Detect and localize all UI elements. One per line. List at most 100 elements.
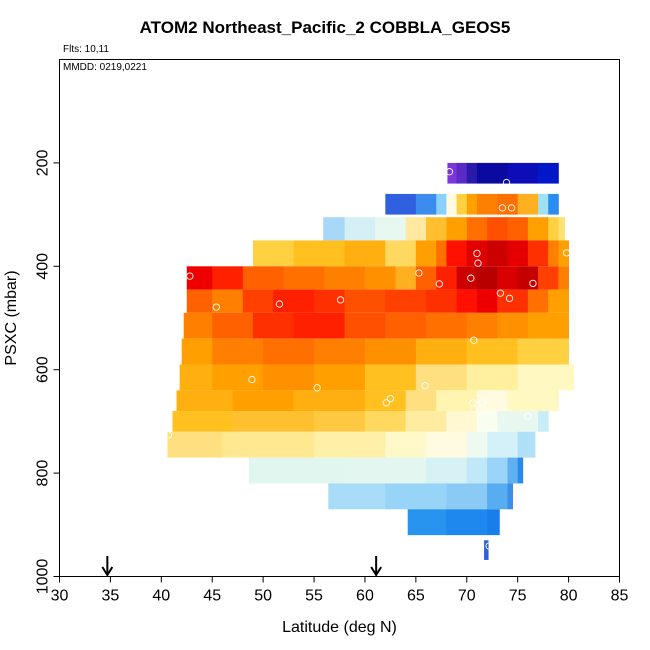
heatmap-cell	[436, 266, 457, 290]
heatmap-cell	[242, 289, 274, 313]
sample-circle	[524, 412, 532, 420]
chart-title: ATOM2 Northeast_Pacific_2 COBBLA_GEOS5	[139, 18, 511, 37]
heatmap-cell	[456, 162, 468, 184]
heatmap-cell	[405, 411, 447, 432]
heatmap-cell	[415, 240, 437, 267]
sample-circle	[382, 399, 390, 407]
y-axis-title: PSXC (mbar)	[3, 270, 20, 365]
heatmap-cell	[517, 193, 539, 215]
heatmap-cell	[314, 364, 366, 391]
heatmap-cell	[426, 312, 468, 339]
heatmap-cell	[395, 266, 417, 290]
heatmap-cell	[517, 364, 575, 391]
sample-circle	[554, 184, 563, 192]
heatmap-cell	[344, 312, 386, 339]
heatmap-cell	[212, 338, 264, 365]
heatmap-cell	[466, 364, 519, 391]
x-axis: 30 35 40 45 50 55 60 65 70 75 80 85	[51, 576, 629, 605]
x-tick-label: 85	[611, 588, 629, 605]
heatmap-cell	[263, 338, 315, 365]
heatmap-cell	[415, 266, 437, 290]
heatmap-cell	[466, 457, 488, 484]
flight-arrows	[101, 556, 383, 577]
sample-circle	[415, 269, 423, 277]
heatmap-cell	[507, 390, 559, 412]
sample-circle	[470, 405, 478, 413]
heatmap-cell	[466, 193, 478, 215]
heatmap-cell	[538, 193, 549, 215]
sample-circle	[445, 168, 454, 176]
sample-circle	[470, 336, 478, 344]
heatmap-cell	[456, 289, 478, 313]
heatmap-cell	[314, 431, 386, 458]
heatmap-cell	[466, 162, 478, 184]
heatmap-cell	[476, 266, 498, 290]
heatmap-cell	[385, 431, 427, 458]
x-tick-label: 30	[51, 588, 69, 605]
heatmap-cell	[212, 266, 244, 290]
heatmap-cell	[212, 312, 254, 339]
heatmap-cell	[436, 390, 478, 412]
heatmap-cell	[517, 338, 569, 365]
heatmap-cell	[507, 217, 529, 241]
x-tick-label: 45	[203, 588, 221, 605]
sample-circle	[421, 382, 429, 390]
sample-circle	[502, 178, 511, 187]
heatmap-cell	[538, 162, 559, 184]
heatmap-cell	[186, 289, 213, 313]
heatmap-cell	[487, 217, 508, 241]
heatmap-cell	[248, 457, 345, 484]
heatmap-cell	[385, 483, 447, 510]
y-tick-label: 1000	[35, 559, 52, 595]
x-tick-label: 65	[407, 588, 425, 605]
sample-circle	[474, 259, 482, 267]
heatmap-cell	[344, 217, 376, 241]
sample-circle	[275, 300, 284, 308]
x-tick-label: 80	[560, 588, 578, 605]
heatmap-cell	[364, 411, 407, 432]
heatmap-cell	[476, 289, 498, 313]
heatmap-cell	[364, 390, 407, 412]
heatmap-cell	[446, 509, 488, 536]
heatmap-cell	[283, 266, 325, 290]
plot-frame	[59, 59, 620, 577]
heatmap-cell	[407, 509, 447, 536]
heatmap-cell	[446, 483, 488, 510]
heatmap-cell	[232, 411, 315, 432]
heatmap-cell	[181, 338, 213, 365]
sample-circle	[473, 249, 481, 258]
heatmap-cell	[263, 364, 315, 391]
heatmap-cell	[293, 390, 366, 412]
y-tick-label: 600	[35, 356, 52, 383]
heatmap-cell	[179, 364, 213, 391]
sample-circle	[529, 279, 537, 288]
heatmap-cell	[476, 193, 498, 215]
heatmap-cell	[364, 266, 396, 290]
heatmap-cell	[487, 509, 500, 536]
heatmap-cell	[426, 457, 468, 484]
heatmap-cell	[436, 240, 447, 267]
heatmap-cell	[527, 312, 569, 339]
heatmap-cell	[558, 217, 565, 241]
heatmap-cell	[415, 338, 468, 365]
heatmap-cell	[446, 240, 468, 267]
heatmap-cell	[456, 266, 478, 290]
heatmap-cell	[497, 266, 519, 290]
heatmap-cell	[436, 193, 447, 215]
heatmap-cell	[405, 390, 437, 412]
heatmap-cell	[364, 338, 417, 365]
heatmap-cell	[426, 431, 468, 458]
x-tick-label: 35	[102, 588, 120, 605]
heatmap-cell	[232, 390, 295, 412]
heatmap-cell	[487, 457, 508, 484]
heatmap-cell	[183, 312, 213, 339]
heatmap-cell	[415, 193, 437, 215]
heatmap-cell	[517, 266, 539, 290]
heatmap-cell	[497, 411, 539, 432]
heatmap-cell	[507, 483, 513, 510]
heatmap-cell	[487, 431, 519, 458]
sample-circle	[313, 384, 321, 392]
heatmap-cell	[385, 240, 417, 267]
heatmap-cell	[344, 289, 386, 313]
heatmap-cell	[548, 217, 559, 241]
